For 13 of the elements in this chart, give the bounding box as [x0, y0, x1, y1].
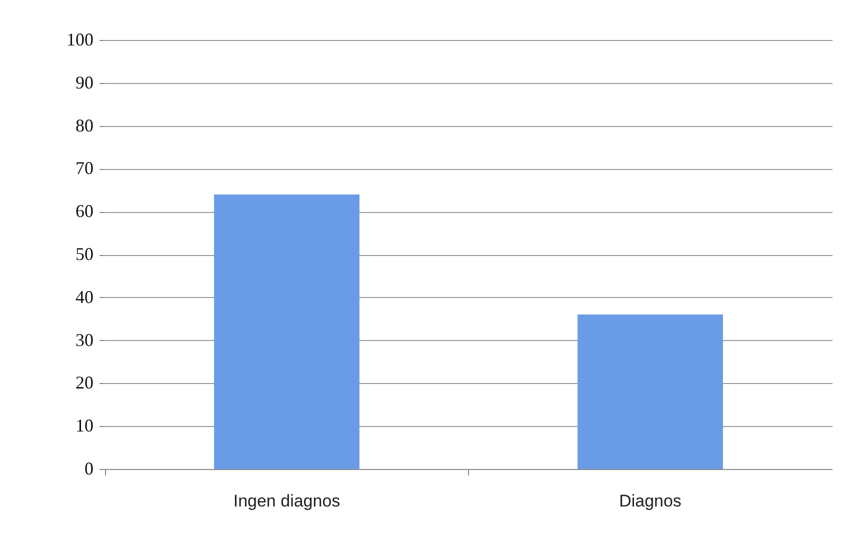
- x-tick-label: Diagnos: [619, 492, 682, 510]
- y-tick-label: 50: [76, 244, 94, 264]
- y-tick-label: 60: [76, 201, 94, 222]
- y-tick-label: 70: [76, 158, 94, 178]
- x-tick-label: Ingen diagnos: [233, 492, 340, 510]
- y-tick-label: 0: [84, 458, 94, 478]
- y-tick-label: 80: [76, 115, 94, 136]
- y-tick-label: 30: [76, 330, 94, 350]
- y-tick-label: 20: [76, 372, 94, 393]
- y-tick-label: 100: [66, 30, 94, 50]
- y-tick-label: 90: [76, 72, 94, 92]
- y-tick-label: 10: [76, 416, 94, 436]
- y-tick-label: 40: [76, 286, 94, 307]
